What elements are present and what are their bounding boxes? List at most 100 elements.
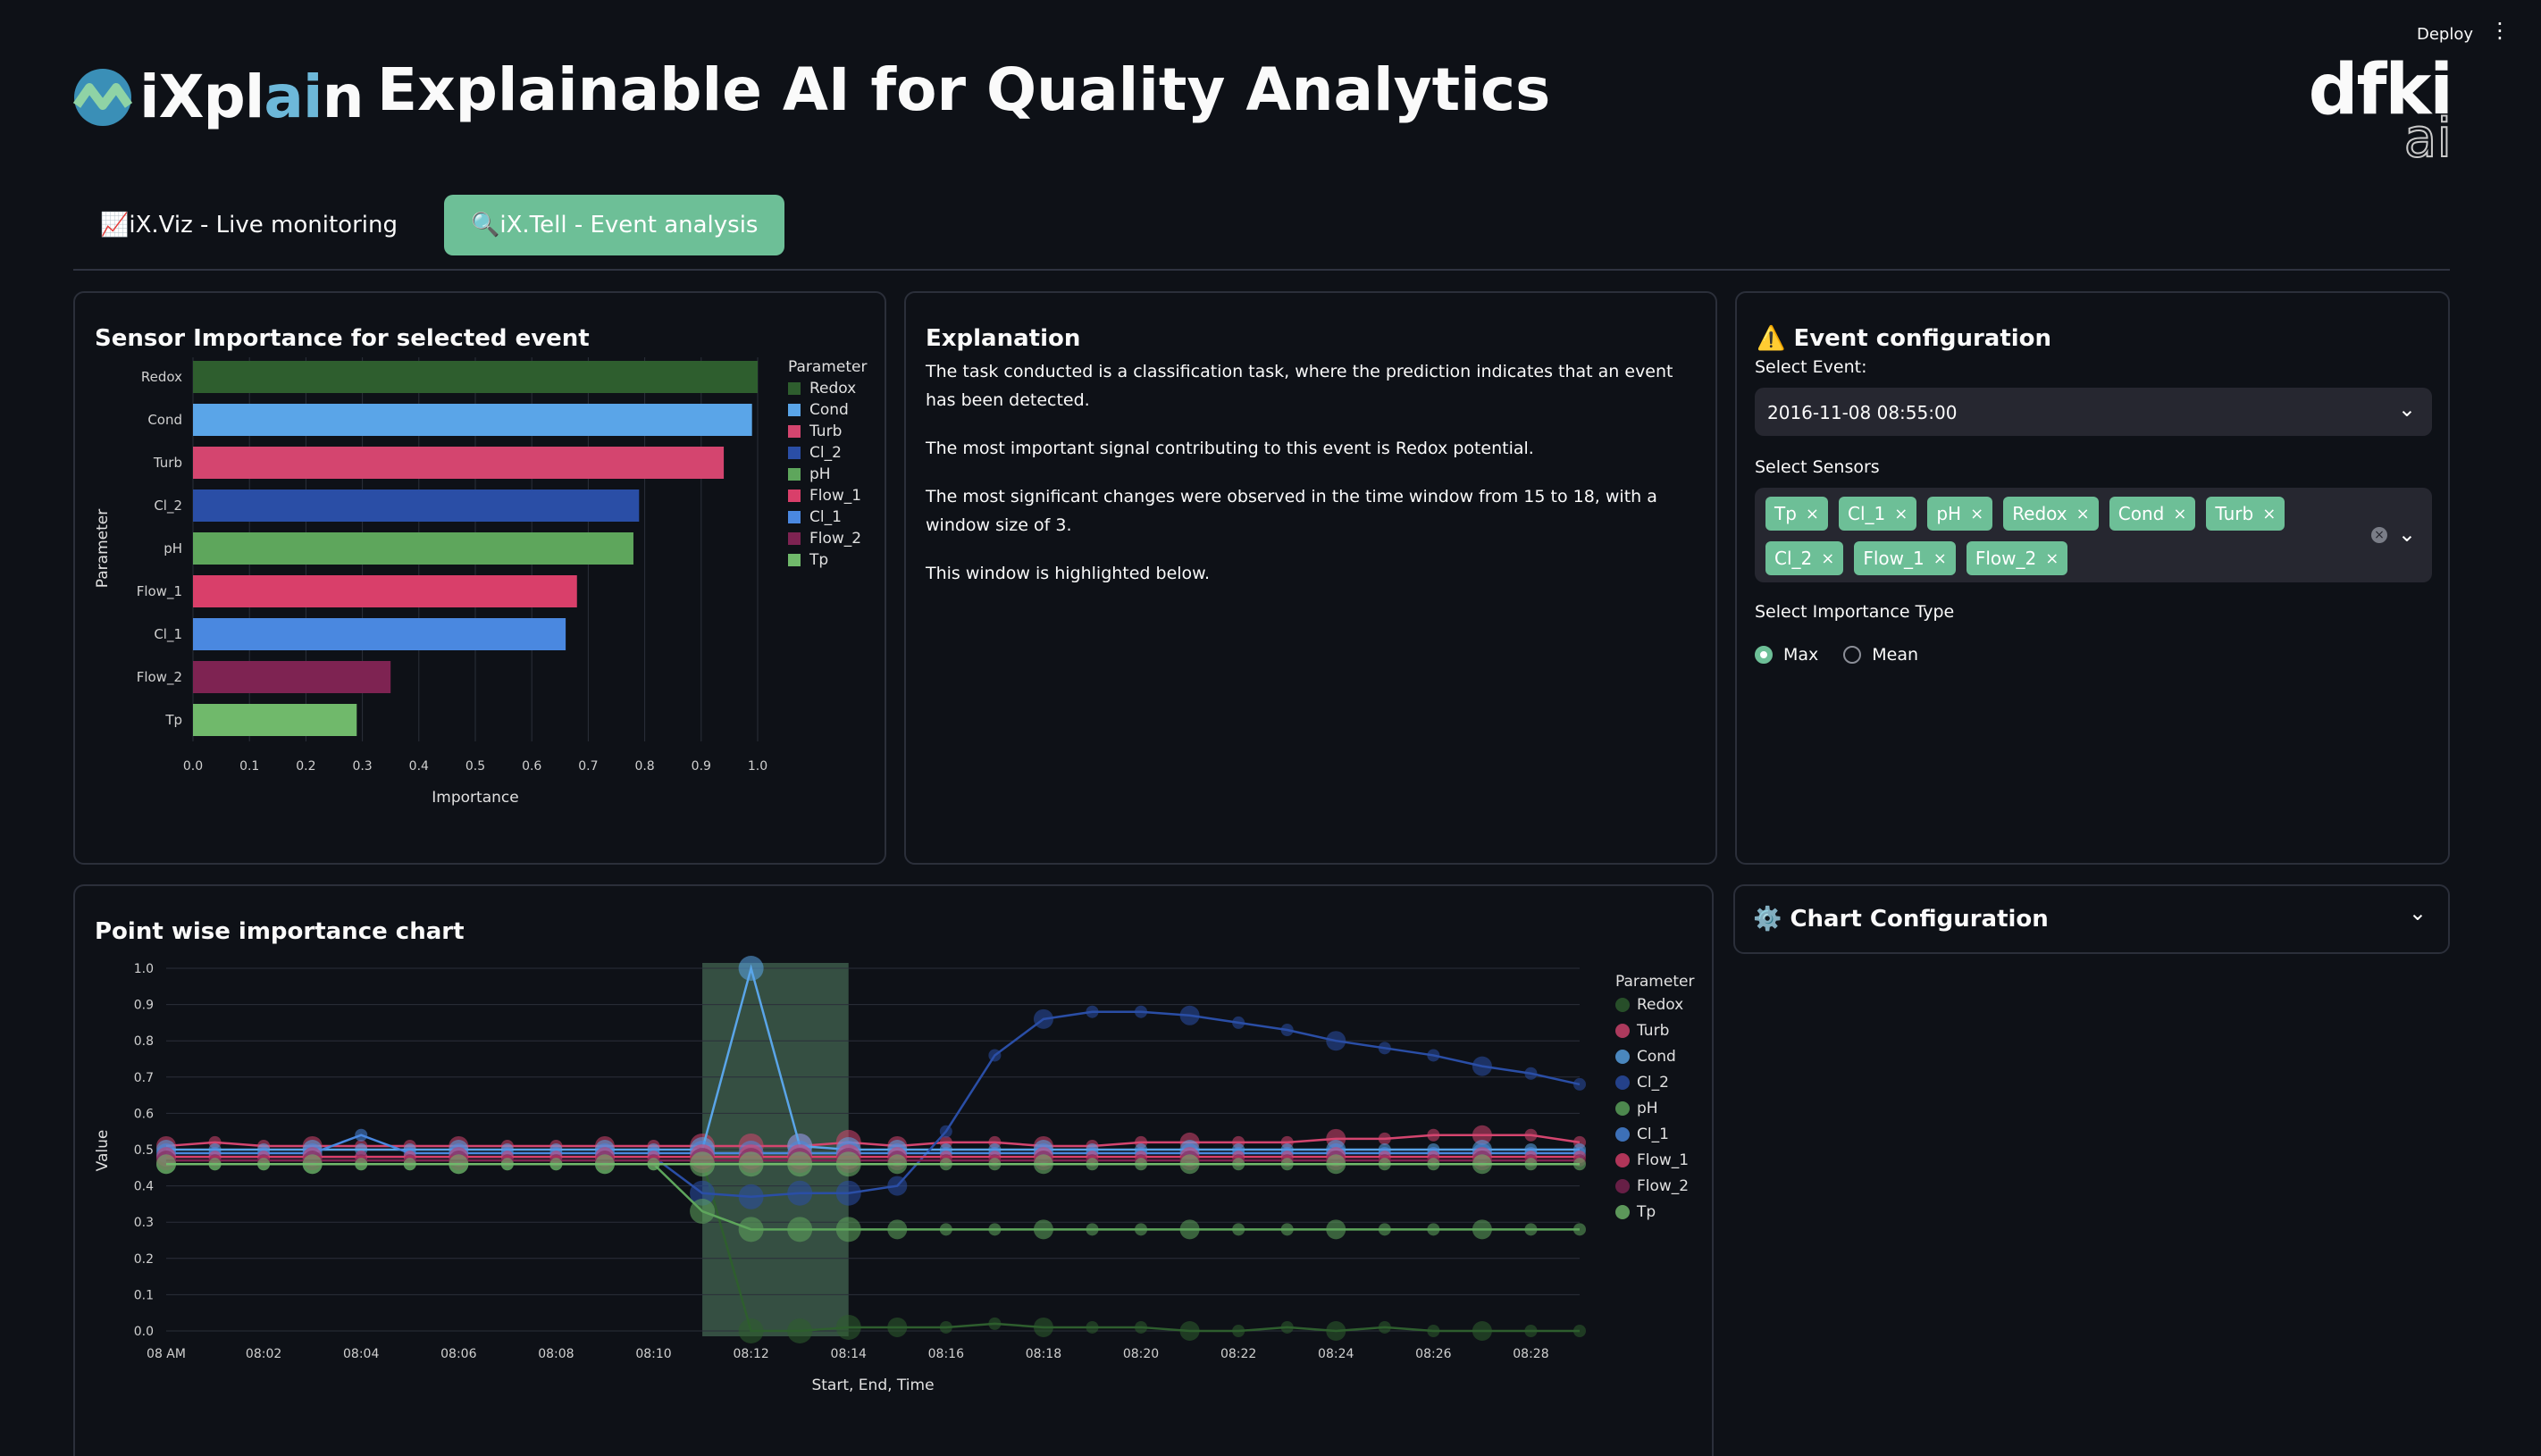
sensor-chips: Tp × Cl_1 × pH × Redox × Cond × Turb × Cl_2 × Flow_1 × F… <box>1765 497 2373 575</box>
legend-marker <box>1615 1101 1630 1116</box>
data-point <box>1135 1158 1148 1171</box>
data-point <box>738 1318 764 1343</box>
data-point <box>1086 1158 1099 1171</box>
remove-chip-icon[interactable]: × <box>2045 548 2059 568</box>
data-point <box>1232 1016 1245 1029</box>
sensor-chip[interactable]: pH × <box>1927 497 1993 531</box>
radio-max[interactable]: Max <box>1755 645 1818 665</box>
x-tick-label: 0.3 <box>352 759 372 774</box>
legend-label: Cl_2 <box>809 444 842 462</box>
bar-ph <box>193 532 633 565</box>
remove-chip-icon[interactable]: × <box>1805 504 1820 523</box>
data-point <box>939 1320 952 1334</box>
series-line-ph <box>166 1162 1580 1231</box>
x-tick-label: 08:08 <box>538 1347 574 1361</box>
remove-chip-icon[interactable]: × <box>1894 504 1908 523</box>
x-axis-label: Start, End, Time <box>811 1377 934 1394</box>
main-menu-icon[interactable]: ⋮ <box>2489 18 2511 43</box>
data-point <box>988 1049 1002 1062</box>
data-point <box>1378 1042 1391 1055</box>
data-point <box>1326 1219 1346 1240</box>
remove-chip-icon[interactable]: × <box>2262 504 2277 523</box>
x-tick-label: 0.9 <box>692 759 711 774</box>
sensor-chip[interactable]: Cond × <box>2109 497 2196 531</box>
legend-swatch <box>788 404 801 416</box>
tab-bar: 📈 iX.Viz - Live monitoring 🔍 iX.Tell - E… <box>73 195 785 255</box>
x-tick-label: 08:16 <box>928 1347 964 1361</box>
legend-swatch <box>788 447 801 459</box>
data-point <box>787 1180 813 1206</box>
x-tick-label: 08:28 <box>1513 1347 1548 1361</box>
radio-mean[interactable]: Mean <box>1843 645 1918 665</box>
sensor-multiselect[interactable]: Tp × Cl_1 × pH × Redox × Cond × Turb × Cl_2 × Flow_1 × F… <box>1755 488 2432 582</box>
data-point <box>1033 1317 1053 1337</box>
legend-marker <box>1615 1179 1630 1193</box>
data-point <box>1280 1158 1294 1171</box>
chevron-down-icon: ⌄ <box>2397 397 2416 422</box>
y-tick-label: 0.3 <box>134 1216 154 1230</box>
chevron-down-icon[interactable]: ⌄ <box>2397 522 2416 547</box>
tab-live-monitoring[interactable]: 📈 iX.Viz - Live monitoring <box>100 212 398 238</box>
event-select[interactable]: 2016-11-08 08:55:00 ⌄ <box>1755 388 2432 436</box>
bar-cl-1 <box>193 618 566 650</box>
data-point <box>1524 1158 1538 1171</box>
radio-unselected-icon <box>1843 646 1862 664</box>
data-point <box>1573 1325 1586 1337</box>
sensor-chip[interactable]: Cl_2 × <box>1765 541 1844 575</box>
remove-chip-icon[interactable]: × <box>1821 548 1835 568</box>
data-point <box>1472 1219 1492 1240</box>
data-point <box>887 1176 908 1196</box>
data-point <box>1472 1321 1492 1341</box>
data-point <box>835 1314 861 1340</box>
sensor-chip[interactable]: Cl_1 × <box>1839 497 1917 531</box>
x-tick-label: 08:20 <box>1123 1347 1159 1361</box>
data-point <box>1033 1008 1053 1029</box>
remove-chip-icon[interactable]: × <box>1933 548 1947 568</box>
legend-label: Flow_2 <box>809 530 861 548</box>
data-point <box>1378 1223 1391 1236</box>
legend-swatch <box>788 382 801 395</box>
sensor-chip[interactable]: Tp × <box>1765 497 1829 531</box>
remove-chip-icon[interactable]: × <box>1970 504 1984 523</box>
y-tick-label: 0.6 <box>134 1107 154 1121</box>
remove-chip-icon[interactable]: × <box>2076 504 2090 523</box>
data-point <box>1573 1158 1586 1171</box>
series-line-cond <box>166 964 1580 1151</box>
x-tick-label: 08:12 <box>733 1347 768 1361</box>
data-point <box>1086 1005 1099 1018</box>
data-point <box>1326 1031 1346 1051</box>
legend-label: Flow_1 <box>1637 1151 1689 1169</box>
explanation-paragraph: This window is highlighted below. <box>926 564 1211 583</box>
data-point <box>1427 1158 1440 1171</box>
sensor-chip[interactable]: Redox × <box>2003 497 2099 531</box>
sensor-importance-title: Sensor Importance for selected event <box>95 325 590 352</box>
legend-label: Tp <box>1636 1203 1656 1221</box>
data-point <box>690 1199 716 1225</box>
y-axis-label: Value <box>94 1130 112 1172</box>
y-tick-label: 0.1 <box>134 1288 154 1302</box>
tab-event-analysis[interactable]: 🔍 iX.Tell - Event analysis <box>443 195 785 255</box>
explanation-paragraph: The task conducted is a classification t… <box>926 362 1673 410</box>
data-point <box>1472 1056 1492 1076</box>
sensor-importance-chart: 0.0 0.1 0.2 0.3 0.4 0.5 0.6 0.7 0.8 0.9 1.0 Redox Co… <box>94 357 867 807</box>
sensor-chip[interactable]: Flow_2 × <box>1966 541 2068 575</box>
event-config-title: ⚠️ Event configuration <box>1757 325 2052 352</box>
data-point <box>939 1125 952 1138</box>
legend-swatch <box>788 425 801 438</box>
x-tick-label: 08:26 <box>1415 1347 1451 1361</box>
data-point <box>835 1217 861 1243</box>
gear-icon: ⚙️ <box>1753 906 1782 933</box>
data-point <box>1179 1219 1200 1240</box>
remove-chip-icon[interactable]: × <box>2173 504 2187 523</box>
clear-all-icon[interactable]: × <box>2371 527 2387 543</box>
deploy-button[interactable]: Deploy <box>2416 25 2473 44</box>
x-tick-label: 0.1 <box>239 759 259 774</box>
explanation-text: The task conducted is a classification t… <box>926 357 1694 607</box>
pointwise-importance-panel: Point wise importance chart 0.0 0.1 0.2 0.3… <box>73 884 1714 1456</box>
x-axis-label: Importance <box>432 789 518 807</box>
data-point <box>1033 1154 1053 1175</box>
chart-config-expander[interactable]: ⚙️ Chart Configuration ⌄ <box>1733 884 2450 954</box>
sensor-chip[interactable]: Turb × <box>2206 497 2285 531</box>
dfki-logo: dfki ai <box>2308 50 2453 170</box>
sensor-chip[interactable]: Flow_1 × <box>1854 541 1956 575</box>
